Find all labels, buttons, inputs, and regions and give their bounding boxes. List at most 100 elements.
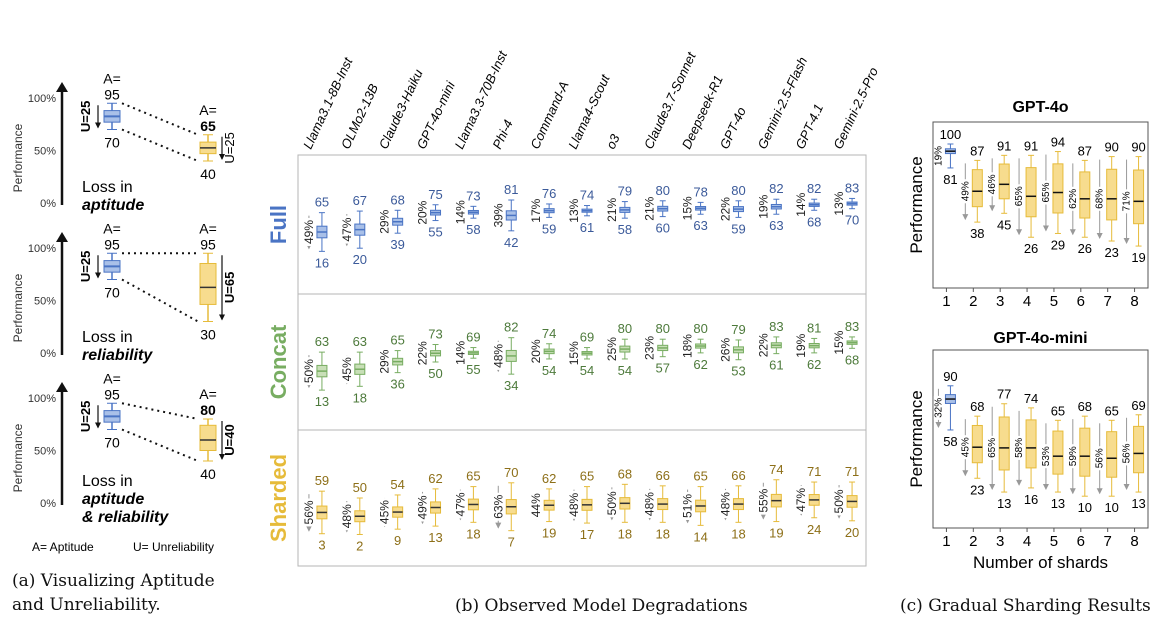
panel-b-u-label-bg xyxy=(605,335,618,364)
panel-b-top-value: 80 xyxy=(693,321,707,336)
panel-b-u-label: 56% xyxy=(302,500,316,524)
panel-c-u-label: 46% xyxy=(987,174,998,194)
panel-c-bottom-value: 45 xyxy=(997,217,1011,232)
panel-c-top-value: 68 xyxy=(1078,399,1092,414)
panel-b-top-value: 79 xyxy=(618,184,632,199)
panel-a-desc-line1: Loss in xyxy=(82,473,133,490)
panel-b-top-value: 81 xyxy=(807,320,821,335)
panel-b-u-label-bg xyxy=(416,198,429,227)
panel-c-x-tick: 7 xyxy=(1104,533,1112,550)
panel-c-top-value: 90 xyxy=(1131,140,1145,155)
panel-b-model-label: GPT-4o xyxy=(717,105,749,152)
panel-b-u-label: 45% xyxy=(340,357,354,381)
panel-a-legend-unreliability: U= Unreliability xyxy=(133,540,214,554)
panel-c-bottom-value: 38 xyxy=(970,226,984,241)
panel-a-tick: 50% xyxy=(34,446,56,458)
panel-b-u-label: 13% xyxy=(567,198,581,222)
panel-b-bottom-value: 39 xyxy=(390,237,404,252)
panel-b-top-value: 65 xyxy=(466,469,480,484)
panel-c-u-arrowhead xyxy=(935,421,942,428)
panel-a-ylabel: Performance xyxy=(11,273,25,342)
panel-b-u-label-bg xyxy=(719,335,732,364)
panel-a-right-low-value: 30 xyxy=(200,327,216,343)
panel-a-left-u-arrowhead xyxy=(95,272,101,279)
panel-b-u-label-bg xyxy=(795,331,808,360)
panel-b-top-value: 69 xyxy=(580,330,594,345)
panel-a-ylabel: Performance xyxy=(11,423,25,492)
panel-b-u-label: 20% xyxy=(529,339,543,363)
panel-b-u-label-bg xyxy=(643,194,656,223)
panel-b-u-label-bg xyxy=(378,207,391,236)
panel-b-u-label: 48% xyxy=(567,493,581,517)
panel-c-u-arrowhead xyxy=(1042,225,1049,232)
panel-b-top-value: 65 xyxy=(693,469,707,484)
panel-b-u-label-bg xyxy=(833,328,846,357)
panel-c-u-label: 71% xyxy=(1122,191,1133,211)
panel-a-right-u-label: U=25 xyxy=(222,132,237,163)
panel-c-box xyxy=(1025,419,1037,469)
panel-b-top-value: 65 xyxy=(390,333,404,348)
panel-b-u-label-bg xyxy=(302,357,315,386)
panel-b-top-value: 69 xyxy=(466,330,480,345)
panel-b-u-label: 25% xyxy=(605,337,619,361)
panel-b-top-value: 83 xyxy=(845,180,859,195)
panel-b-bottom-value: 55 xyxy=(428,225,442,240)
panel-a-connector xyxy=(121,128,199,162)
panel-b-top-value: 74 xyxy=(580,188,594,203)
panel-c-u-label-bg xyxy=(933,143,944,168)
panel-c-bottom-value: 26 xyxy=(1024,241,1038,256)
panel-b-top-value: 83 xyxy=(845,319,859,334)
panel-a-axis-arrow xyxy=(56,82,68,92)
panel-b-top-value: 54 xyxy=(390,477,404,492)
panel-a-tick: 50% xyxy=(34,296,56,308)
panel-c-top-value: 69 xyxy=(1131,398,1145,413)
panel-b-u-label-bg xyxy=(530,491,543,520)
panel-c-u-label: 65% xyxy=(987,438,998,458)
panel-a-ylabel: Performance xyxy=(11,123,25,192)
panel-b-u-label-bg xyxy=(833,189,846,218)
panel-c-u-label-bg xyxy=(1040,180,1051,205)
panel-c-title: GPT-4o xyxy=(1012,99,1068,116)
panel-a-axis-arrow xyxy=(56,382,68,392)
panel-b-bottom-value: 58 xyxy=(618,222,632,237)
panel-c-x-tick: 3 xyxy=(996,533,1004,550)
panel-c-u-arrowhead xyxy=(962,470,969,477)
panel-a-tick: 0% xyxy=(40,498,56,510)
panel-b-top-value: 73 xyxy=(466,188,480,203)
panel-b-bottom-value: 19 xyxy=(769,526,783,541)
panel-a-left-u-arrowhead xyxy=(95,422,101,429)
panel-b-top-value: 74 xyxy=(542,326,556,341)
panel-b-bottom-value: 54 xyxy=(618,363,632,378)
panel-c-x-tick: 8 xyxy=(1130,293,1138,310)
panel-c-title: GPT-4o-mini xyxy=(993,330,1087,347)
panel-b-u-label-bg xyxy=(681,194,694,223)
panel-b-bottom-value: 19 xyxy=(542,526,556,541)
panel-b-bottom-value: 13 xyxy=(428,530,442,545)
panel-c-top-value: 100 xyxy=(940,127,962,142)
panel-c-bottom-value: 26 xyxy=(1078,241,1092,256)
panel-c-x-tick: 4 xyxy=(1023,293,1031,310)
panel-a-left-u-label: U=25 xyxy=(78,401,93,432)
panel-b-u-arrowhead xyxy=(760,513,767,520)
panel-c-u-label: 53% xyxy=(1041,446,1052,466)
panel-a-right-box xyxy=(199,262,217,305)
panel-a-left-a-value: 95 xyxy=(104,386,120,402)
panel-b-top-value: 62 xyxy=(542,471,556,486)
panel-a-left-low-value: 70 xyxy=(104,435,120,451)
panel-b-bottom-value: 17 xyxy=(580,527,594,542)
panel-b-model-label: Command-A xyxy=(527,79,571,151)
panel-c-u-label: 65% xyxy=(1014,186,1025,206)
panel-c-x-tick: 5 xyxy=(1050,293,1058,310)
panel-b-u-label: 44% xyxy=(529,493,543,517)
panel-c-ylabel: Performance xyxy=(907,390,926,487)
panel-a-left-u-arrowhead xyxy=(95,122,101,129)
panel-c-u-label: 68% xyxy=(1095,189,1106,209)
panel-b-u-label-bg xyxy=(568,196,580,225)
panel-b-u-label-bg xyxy=(416,339,429,368)
panel-c-u-arrowhead xyxy=(1042,484,1049,491)
panel-c-ylabel: Performance xyxy=(907,156,926,253)
panel-b-u-label-bg xyxy=(340,502,353,531)
panel-c-u-label: 62% xyxy=(1068,189,1079,209)
panel-b-row-label: Sharded xyxy=(266,454,291,542)
panel-b-bottom-value: 18 xyxy=(618,526,632,541)
